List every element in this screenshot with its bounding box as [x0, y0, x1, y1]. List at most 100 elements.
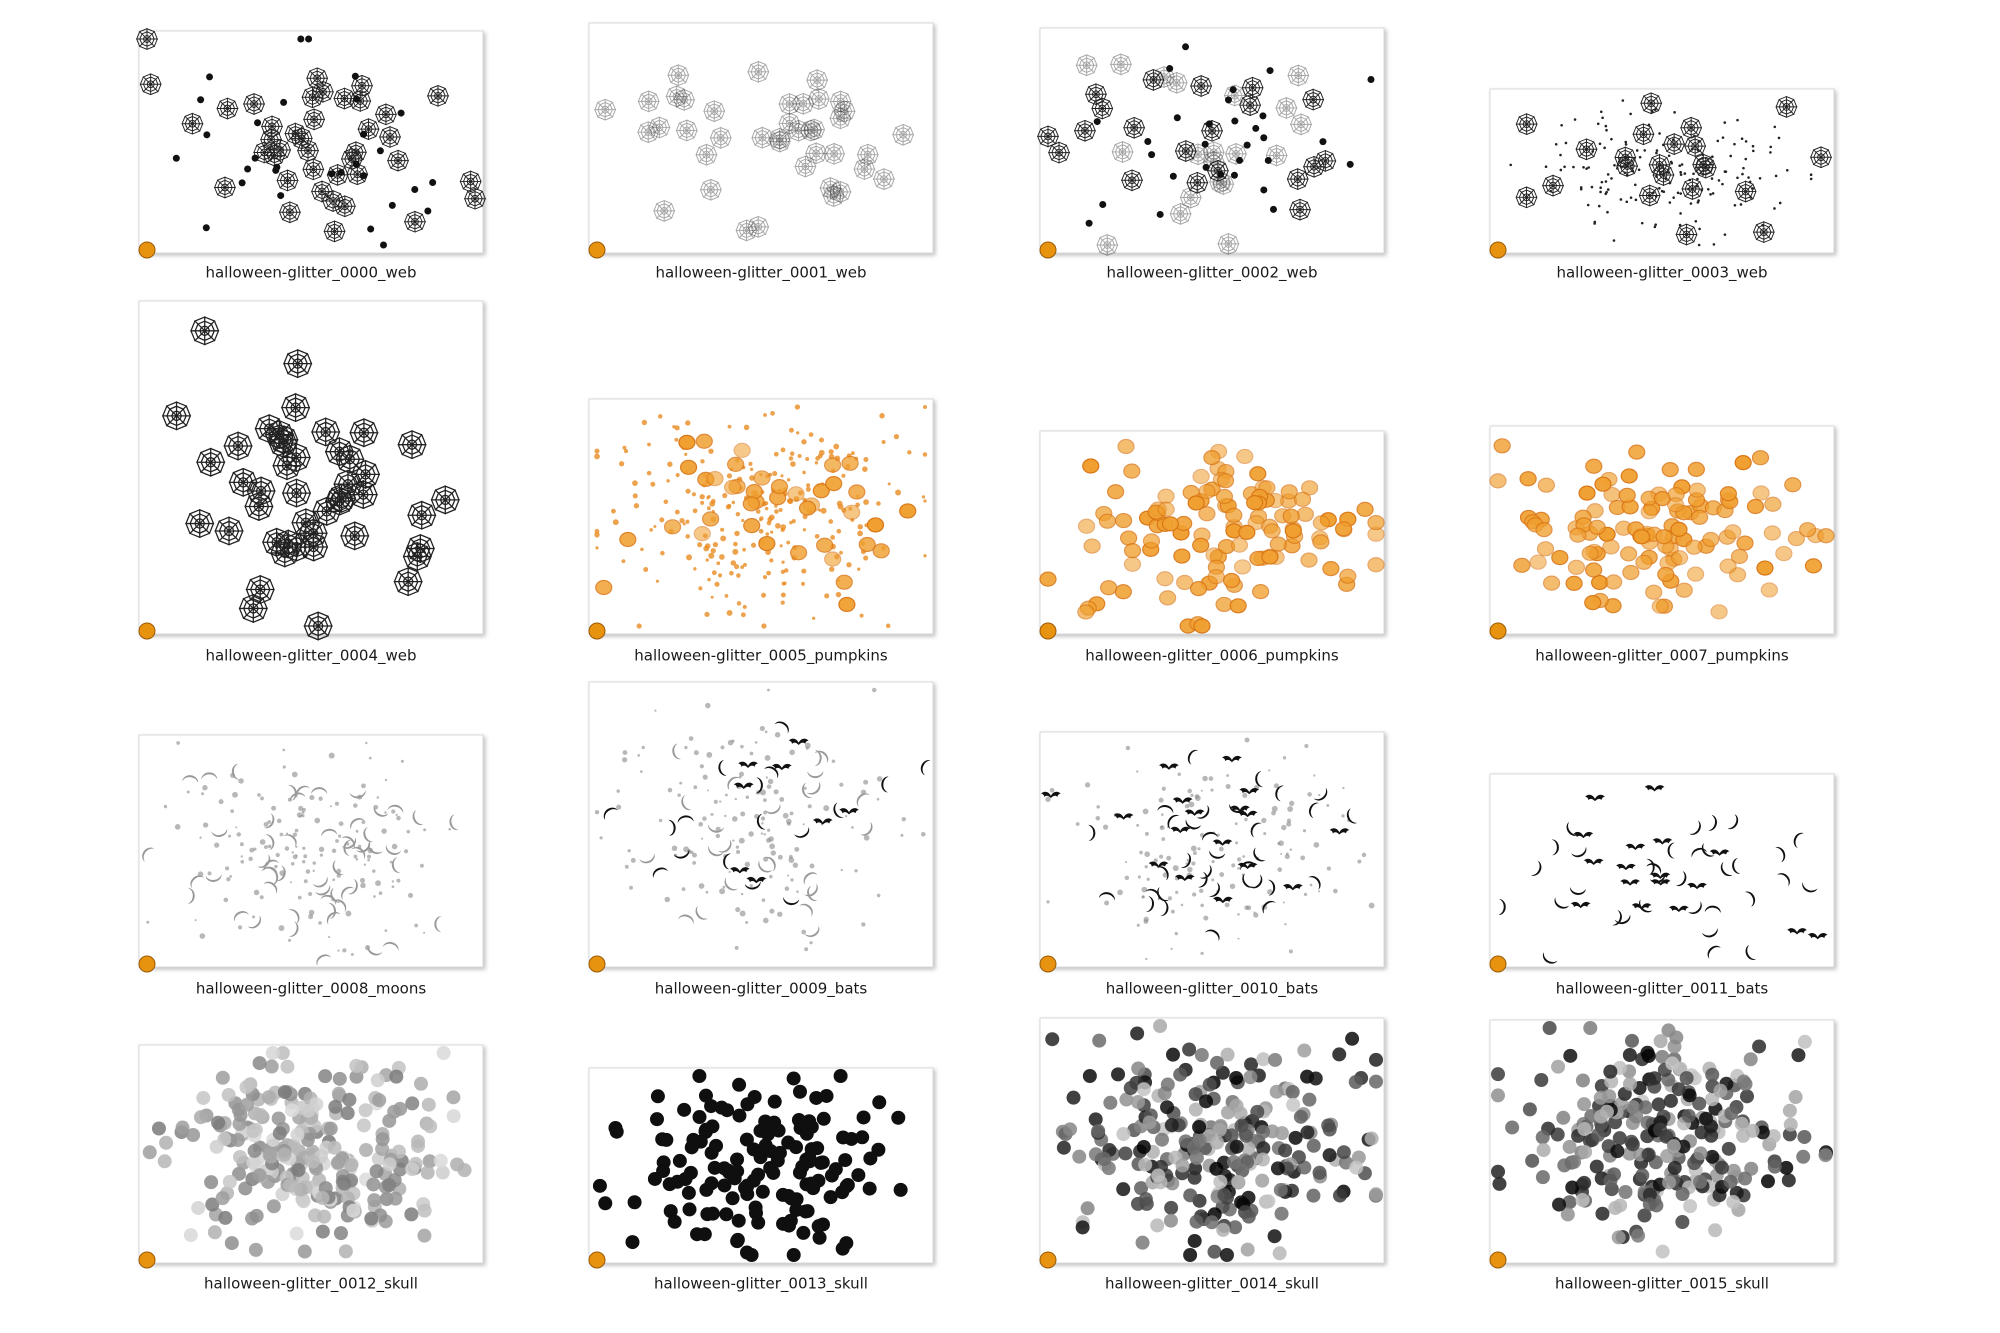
file-name[interactable]: halloween-glitter_0010_bats	[1106, 980, 1319, 999]
file-item[interactable]: halloween-glitter_0007_pumpkins	[1489, 425, 1835, 666]
glitter-dot	[1313, 774, 1316, 777]
file-item[interactable]: halloween-glitter_0011_bats	[1489, 773, 1835, 999]
spider	[360, 172, 368, 180]
glitter-dot	[395, 813, 398, 817]
skull-icon	[232, 1166, 247, 1181]
glitter-dot	[290, 861, 295, 866]
skull-icon	[315, 1190, 330, 1205]
skull-icon	[1534, 1072, 1549, 1087]
file-name[interactable]: halloween-glitter_0002_web	[1106, 264, 1317, 283]
file-name[interactable]: halloween-glitter_0015_skull	[1555, 1275, 1769, 1294]
glitter-dot	[805, 486, 811, 492]
skull-icon	[318, 1069, 333, 1084]
crescent-icon	[1701, 843, 1715, 857]
pumpkin	[770, 479, 789, 495]
skull-icon	[1080, 1201, 1095, 1216]
thumbnail[interactable]	[588, 681, 934, 968]
file-item[interactable]: halloween-glitter_0000_web	[135, 27, 487, 283]
skull-icon	[262, 1148, 277, 1163]
glitter-dot	[861, 922, 866, 927]
skull-icon	[1797, 1129, 1812, 1144]
skull-icon	[732, 1077, 747, 1092]
file-name[interactable]: halloween-glitter_0001_web	[655, 264, 866, 283]
pumpkin	[1578, 485, 1596, 501]
glitter-dot	[361, 783, 366, 789]
glitter-dot	[1544, 165, 1548, 169]
glitter-dot	[770, 530, 774, 534]
web-icon	[357, 117, 380, 141]
glitter-dot	[1170, 909, 1175, 914]
file-item[interactable]: halloween-glitter_0002_web	[1036, 27, 1385, 283]
file-name[interactable]: halloween-glitter_0005_pumpkins	[634, 647, 888, 666]
glitter-dot	[655, 579, 659, 583]
web-icon	[709, 126, 733, 150]
crescent-icon	[708, 846, 724, 857]
file-item[interactable]: halloween-glitter_0006_pumpkins	[1039, 430, 1385, 666]
glitter-dot	[684, 745, 688, 750]
glitter-dot	[862, 466, 868, 472]
file-name[interactable]: halloween-glitter_0014_skull	[1105, 1275, 1319, 1294]
thumbnail[interactable]	[138, 734, 484, 968]
file-item[interactable]: halloween-glitter_0012_skull	[138, 1044, 484, 1294]
thumbnail[interactable]	[1039, 731, 1385, 968]
glitter-dot	[360, 882, 366, 889]
file-item[interactable]: halloween-glitter_0013_skull	[588, 1067, 934, 1294]
skull-icon	[1188, 1102, 1203, 1117]
file-name[interactable]: halloween-glitter_0007_pumpkins	[1535, 647, 1789, 666]
thumbnail[interactable]	[138, 300, 484, 635]
skull-icon	[819, 1088, 834, 1103]
glitter-dot	[1136, 823, 1140, 827]
glitter-dot	[624, 864, 629, 869]
web-icon	[768, 127, 791, 151]
file-name[interactable]: halloween-glitter_0009_bats	[655, 980, 868, 999]
file-name[interactable]: halloween-glitter_0011_bats	[1556, 980, 1769, 999]
file-item[interactable]: halloween-glitter_0003_web	[1489, 88, 1835, 283]
thumbnail[interactable]	[1489, 773, 1835, 968]
crescent-icon	[755, 777, 763, 794]
glitter-dot	[1195, 795, 1201, 801]
glitter-dot	[1625, 200, 1629, 204]
glitter-dot	[722, 492, 728, 499]
pumpkin	[619, 531, 637, 548]
file-item[interactable]: halloween-glitter_0005_pumpkins	[588, 398, 934, 666]
glitter-dot	[789, 749, 795, 756]
file-name[interactable]: halloween-glitter_0013_skull	[654, 1275, 868, 1294]
skull-icon	[1723, 1174, 1738, 1189]
skull-icon	[1721, 1141, 1736, 1156]
skull-icon	[240, 1097, 255, 1112]
file-item[interactable]: halloween-glitter_0014_skull	[1039, 1017, 1385, 1294]
thumbnail-art	[592, 1069, 908, 1262]
skull-icon	[1364, 1131, 1379, 1146]
file-item[interactable]: halloween-glitter_0001_web	[588, 22, 934, 283]
skull-icon	[1637, 1208, 1652, 1223]
file-name[interactable]: halloween-glitter_0006_pumpkins	[1085, 647, 1339, 666]
web-icon	[1111, 140, 1134, 164]
file-name[interactable]: halloween-glitter_0008_moons	[196, 980, 427, 999]
file-item[interactable]: halloween-glitter_0015_skull	[1489, 1019, 1835, 1294]
glitter-dot	[796, 431, 800, 435]
glitter-dot	[1778, 201, 1782, 205]
crescent-icon	[678, 914, 694, 925]
glitter-dot	[699, 494, 705, 500]
glitter-dot	[774, 509, 779, 514]
file-name[interactable]: halloween-glitter_0012_skull	[204, 1275, 418, 1294]
file-item[interactable]: halloween-glitter_0009_bats	[588, 681, 934, 999]
file-item[interactable]: halloween-glitter_0008_moons	[138, 734, 484, 999]
file-name[interactable]: halloween-glitter_0003_web	[1556, 264, 1767, 283]
pumpkin	[798, 500, 817, 516]
thumbnail-art	[1498, 785, 1828, 964]
skull-icon	[1562, 1195, 1577, 1210]
pumpkin	[1252, 584, 1270, 600]
glitter-dot	[1658, 132, 1661, 135]
crescent-icon	[1793, 832, 1804, 849]
crescent-icon	[330, 887, 342, 903]
file-item[interactable]: halloween-glitter_0010_bats	[1039, 731, 1385, 999]
file-name[interactable]: halloween-glitter_0000_web	[205, 264, 416, 283]
file-item[interactable]: halloween-glitter_0004_web	[138, 300, 484, 666]
skull-icon	[1666, 1139, 1681, 1154]
spider	[1230, 171, 1238, 179]
file-name[interactable]: halloween-glitter_0004_web	[205, 647, 416, 666]
skull-icon	[1300, 1125, 1315, 1140]
crescent-icon	[316, 954, 331, 966]
skull-icon	[1213, 1174, 1228, 1189]
